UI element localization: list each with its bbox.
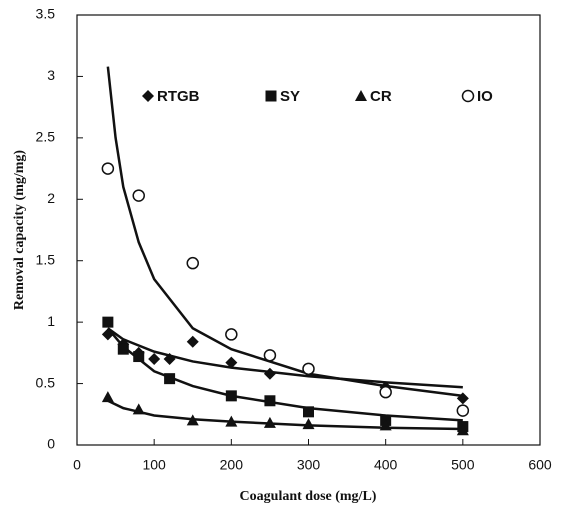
y-tick-label: 3 <box>47 67 55 83</box>
x-tick-label: 300 <box>297 457 321 473</box>
y-tick-label: 1 <box>47 313 55 329</box>
y-tick-label: 0.5 <box>36 374 56 390</box>
legend-label: SY <box>280 88 300 105</box>
x-tick-label: 600 <box>528 457 552 473</box>
data-point <box>117 343 129 355</box>
data-point <box>456 404 470 417</box>
data-point <box>102 316 114 328</box>
x-tick-label: 500 <box>451 457 475 473</box>
data-point <box>456 392 469 405</box>
y-tick-label: 0 <box>47 436 55 452</box>
data-point <box>456 424 469 436</box>
legend-label: CR <box>370 88 392 105</box>
y-tick-label: 2 <box>47 190 55 206</box>
data-point <box>163 353 176 365</box>
legend-marker <box>461 89 475 103</box>
legend-label: IO <box>477 88 493 105</box>
data-point <box>186 414 199 426</box>
data-point <box>186 256 199 270</box>
data-point <box>302 418 315 430</box>
data-point <box>264 395 276 407</box>
plot-frame <box>76 14 541 446</box>
trend-line <box>107 399 463 431</box>
legend-marker <box>265 90 277 102</box>
data-point <box>148 353 161 365</box>
x-axis-title: Coagulant dose (mg/L) <box>240 489 377 504</box>
data-point <box>302 362 315 376</box>
data-point <box>132 189 145 202</box>
x-tick-label: 200 <box>220 457 244 473</box>
data-point <box>225 390 237 402</box>
data-point <box>263 416 276 428</box>
data-point <box>379 419 392 431</box>
data-point <box>101 328 114 341</box>
y-tick-label: 2.5 <box>36 129 56 145</box>
legend-marker <box>355 90 367 101</box>
y-tick-label: 3.5 <box>36 6 56 22</box>
y-axis-title: Removal capacity (mg/mg) <box>12 150 27 311</box>
x-tick-label: 400 <box>374 457 398 473</box>
data-point <box>263 349 277 362</box>
data-point <box>132 403 145 415</box>
data-point <box>263 367 276 380</box>
data-point <box>303 406 314 418</box>
data-point <box>225 415 238 427</box>
y-tick-label: 1.5 <box>36 251 56 267</box>
data-point <box>101 391 114 403</box>
data-point <box>164 373 176 385</box>
legend-label: RTGB <box>157 88 200 105</box>
data-point <box>101 162 115 175</box>
x-tick-label: 100 <box>142 457 166 473</box>
data-point <box>225 328 238 341</box>
trend-line <box>107 327 463 389</box>
data-point <box>225 356 238 369</box>
x-tick-label: 0 <box>73 457 81 473</box>
data-point <box>133 351 145 363</box>
trend-line <box>106 66 463 398</box>
legend-marker <box>142 90 154 102</box>
data-point <box>379 385 392 399</box>
data-point <box>186 335 199 348</box>
